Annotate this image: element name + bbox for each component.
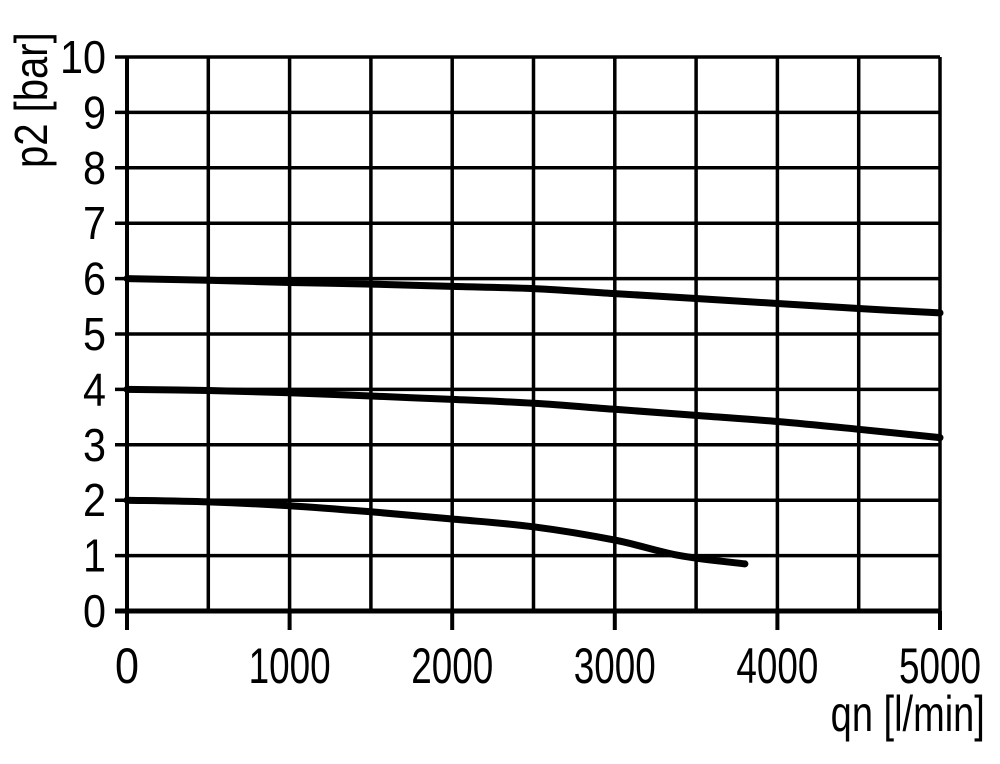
x-tick-labels: 0 1000 2000 3000 4000 5000: [115, 638, 981, 694]
y-tick-label: 6: [83, 253, 106, 305]
y-tick-label: 7: [83, 197, 106, 249]
x-tick-label: 3000: [574, 638, 656, 694]
x-tick-label: 4000: [736, 638, 818, 694]
curve-2-bar: [123, 496, 749, 568]
curves: [123, 275, 944, 568]
y-tick-label: 10: [60, 31, 106, 83]
curve-4-bar: [123, 385, 944, 442]
y-tick-label: 8: [83, 142, 106, 194]
y-tick-label: 4: [83, 363, 106, 415]
x-tick-label: 0: [115, 638, 139, 694]
y-tick-label: 2: [83, 474, 106, 526]
x-axis-title: qn [l/min]: [830, 686, 985, 742]
y-tick-label: 0: [83, 585, 106, 637]
x-tick-label: 5000: [899, 638, 981, 694]
y-axis-title: p2 [bar]: [5, 32, 57, 168]
y-tick-label: 1: [83, 530, 106, 582]
y-tick-label: 3: [83, 419, 106, 471]
curve-6-bar: [123, 275, 944, 317]
y-tick-label: 9: [83, 86, 106, 138]
x-tick-label: 1000: [249, 638, 331, 694]
y-tick-label: 5: [83, 308, 106, 360]
x-tick-label: 2000: [411, 638, 493, 694]
x-major-ticks: [125, 611, 942, 630]
